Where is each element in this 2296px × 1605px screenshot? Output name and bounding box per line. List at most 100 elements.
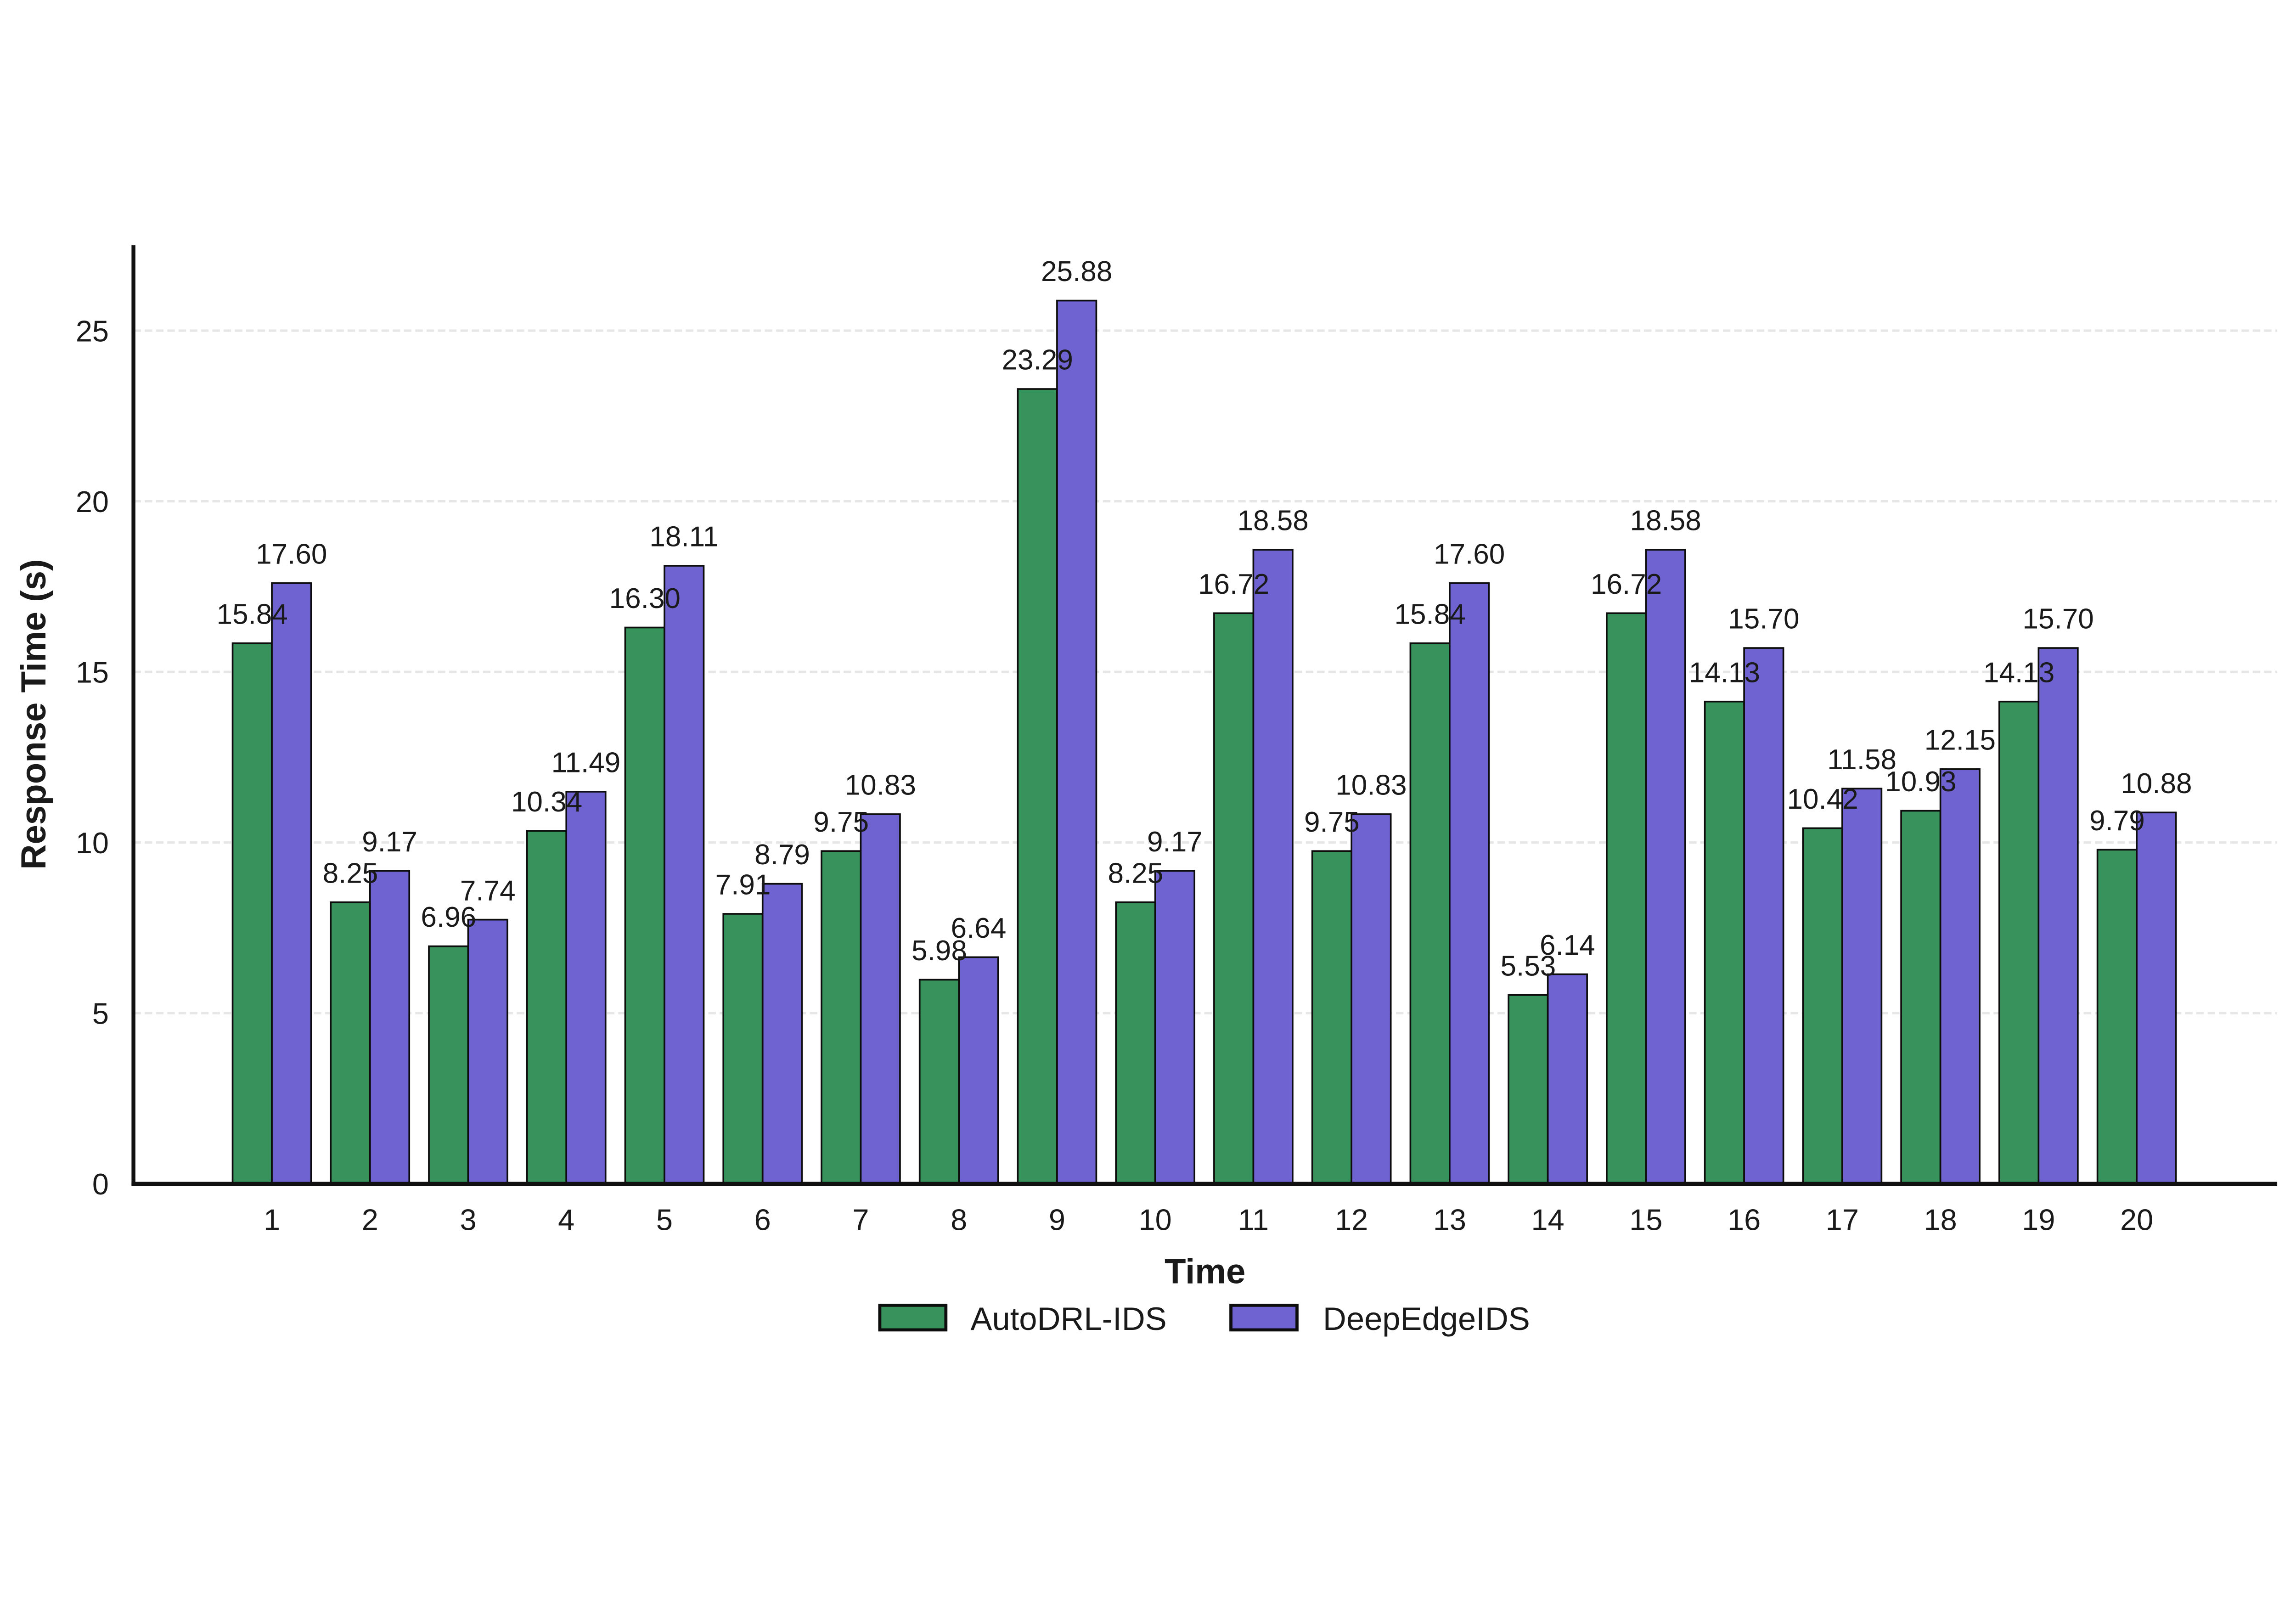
x-tick-label-2: 2 [362,1203,378,1237]
bar-AutoDRL-IDS-6 [722,913,764,1185]
bar-DeepEdgeIDS-14 [1547,973,1588,1185]
value-label-AutoDRL-IDS-18: 10.93 [1885,766,1956,798]
bar-DeepEdgeIDS-6 [761,883,803,1185]
value-label-AutoDRL-IDS-10: 8.25 [1108,857,1164,889]
bar-AutoDRL-IDS-11 [1213,612,1255,1185]
x-tick-label-16: 16 [1728,1203,1761,1237]
y-tick-label-15: 15 [76,656,109,689]
value-label-DeepEdgeIDS-13: 17.60 [1434,539,1505,570]
x-tick-label-3: 3 [460,1203,476,1237]
bar-AutoDRL-IDS-14 [1508,994,1549,1185]
bar-DeepEdgeIDS-16 [1743,647,1784,1185]
bar-DeepEdgeIDS-1 [271,582,312,1185]
x-tick-label-17: 17 [1826,1203,1859,1237]
bar-AutoDRL-IDS-13 [1409,642,1451,1185]
x-tick-label-7: 7 [852,1203,869,1237]
legend-swatch-deepedgeids [1229,1303,1299,1332]
x-tick-label-15: 15 [1629,1203,1662,1237]
bar-DeepEdgeIDS-7 [860,813,901,1185]
bar-DeepEdgeIDS-2 [369,870,411,1185]
value-label-AutoDRL-IDS-6: 7.91 [715,869,771,901]
bar-AutoDRL-IDS-20 [2096,849,2138,1185]
bar-DeepEdgeIDS-4 [565,791,607,1185]
value-label-DeepEdgeIDS-6: 8.79 [754,839,810,871]
bar-DeepEdgeIDS-11 [1252,549,1294,1185]
y-tick-label-0: 0 [92,1167,109,1201]
y-tick-label-25: 25 [76,314,109,348]
bar-AutoDRL-IDS-7 [821,850,862,1185]
bar-DeepEdgeIDS-9 [1056,299,1097,1185]
x-tick-label-8: 8 [951,1203,967,1237]
x-tick-label-12: 12 [1335,1203,1368,1237]
x-tick-label-14: 14 [1531,1203,1564,1237]
bar-value-labels: 15.84 8.25 6.96 10.34 16.30 7.91 9.75 5.98 23.29… [217,256,2192,982]
value-label-AutoDRL-IDS-19: 14.13 [1983,657,2054,688]
bar-AutoDRL-IDS-19 [1998,700,2040,1185]
value-label-DeepEdgeIDS-10: 9.17 [1147,826,1203,858]
bar-DeepEdgeIDS-8 [958,956,999,1185]
value-label-DeepEdgeIDS-5: 18.11 [649,521,719,553]
value-label-AutoDRL-IDS-5: 16.30 [609,583,681,614]
value-label-AutoDRL-IDS-2: 8.25 [323,857,378,889]
bar-AutoDRL-IDS-3 [428,945,469,1185]
value-label-AutoDRL-IDS-20: 9.79 [2089,805,2145,837]
x-tick-label-1: 1 [264,1203,280,1237]
bar-DeepEdgeIDS-12 [1351,813,1392,1185]
bar-AutoDRL-IDS-17 [1802,827,1843,1185]
bar-DeepEdgeIDS-13 [1449,582,1490,1185]
value-label-AutoDRL-IDS-9: 23.29 [1002,344,1073,376]
bar-AutoDRL-IDS-4 [526,830,568,1185]
bar-DeepEdgeIDS-15 [1645,549,1686,1185]
bar-AutoDRL-IDS-9 [1017,388,1058,1185]
bar-AutoDRL-IDS-2 [330,901,371,1185]
value-label-DeepEdgeIDS-3: 7.74 [460,875,516,907]
value-label-AutoDRL-IDS-12: 9.75 [1304,806,1360,838]
bar-DeepEdgeIDS-5 [664,565,705,1185]
value-label-DeepEdgeIDS-14: 6.14 [1540,929,1595,961]
value-label-DeepEdgeIDS-7: 10.83 [845,770,916,801]
x-tick-label-4: 4 [558,1203,574,1237]
x-tick-label-10: 10 [1139,1203,1172,1237]
bar-DeepEdgeIDS-19 [2037,647,2079,1185]
value-label-AutoDRL-IDS-4: 10.34 [511,786,582,818]
value-label-DeepEdgeIDS-9: 25.88 [1041,256,1112,287]
legend-swatch-autodrl-ids [878,1303,948,1332]
x-tick-label-18: 18 [1924,1203,1957,1237]
bar-AutoDRL-IDS-10 [1115,901,1156,1185]
value-label-AutoDRL-IDS-3: 6.96 [421,901,476,933]
value-label-AutoDRL-IDS-15: 16.72 [1591,569,1662,600]
legend-label-deepedgeids: DeepEdgeIDS [1323,1301,1530,1337]
bar-DeepEdgeIDS-10 [1154,870,1196,1185]
bar-AutoDRL-IDS-1 [231,642,273,1185]
value-label-DeepEdgeIDS-11: 18.58 [1238,505,1309,537]
bar-DeepEdgeIDS-17 [1841,788,1883,1185]
value-label-AutoDRL-IDS-8: 5.98 [912,935,967,967]
x-tick-label-20: 20 [2120,1203,2153,1237]
bar-AutoDRL-IDS-18 [1900,810,1941,1185]
value-label-DeepEdgeIDS-16: 15.70 [1728,603,1799,635]
legend: AutoDRL-IDS DeepEdgeIDS [878,1301,1530,1337]
value-label-DeepEdgeIDS-12: 10.83 [1335,770,1407,801]
x-tick-label-9: 9 [1049,1203,1065,1237]
value-label-DeepEdgeIDS-18: 12.15 [1925,725,1996,756]
value-label-DeepEdgeIDS-8: 6.64 [951,912,1007,944]
y-tick-label-10: 10 [76,826,109,860]
value-label-DeepEdgeIDS-17: 11.58 [1827,744,1896,776]
bar-AutoDRL-IDS-15 [1606,612,1647,1185]
value-label-DeepEdgeIDS-20: 10.88 [2121,768,2192,800]
bar-series [231,299,2177,1185]
value-label-AutoDRL-IDS-7: 9.75 [813,806,869,838]
bar-AutoDRL-IDS-16 [1704,700,1745,1185]
y-axis-title: Response Time (s) [14,559,53,870]
x-tick-label-6: 6 [754,1203,771,1237]
value-label-DeepEdgeIDS-2: 9.17 [362,826,417,858]
value-label-AutoDRL-IDS-16: 14.13 [1689,657,1760,688]
y-tick-label-5: 5 [92,997,109,1031]
value-label-DeepEdgeIDS-1: 17.60 [256,539,327,570]
bar-AutoDRL-IDS-12 [1311,850,1352,1185]
value-label-AutoDRL-IDS-11: 16.72 [1198,569,1269,600]
value-label-AutoDRL-IDS-17: 10.42 [1787,783,1858,815]
value-label-AutoDRL-IDS-1: 15.84 [217,598,288,630]
legend-label-autodrl-ids: AutoDRL-IDS [970,1301,1166,1337]
